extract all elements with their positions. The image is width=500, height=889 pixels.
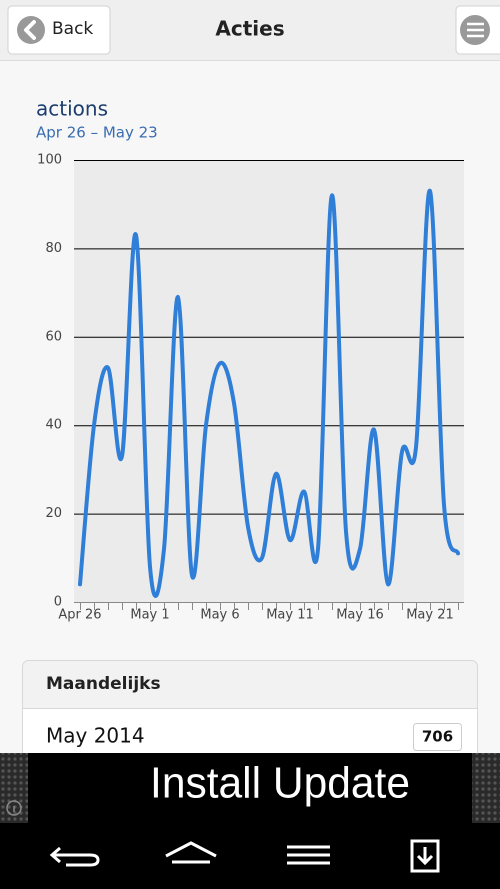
x-tick-label: May 16 [336, 608, 384, 623]
x-tick-label: May 6 [200, 608, 239, 623]
x-tick-label: May 21 [406, 608, 454, 623]
nav-back[interactable] [49, 846, 100, 867]
row-label: May 2014 [46, 724, 145, 748]
ad-text[interactable]: Install Update [150, 759, 410, 808]
nav-menu[interactable] [287, 845, 330, 865]
plot-area [74, 160, 464, 602]
y-tick-label: 20 [45, 506, 62, 521]
data-line [78, 188, 460, 598]
row-value: 706 [422, 728, 453, 746]
y-tick-label: 40 [45, 418, 62, 433]
y-tick-label: 100 [37, 153, 62, 168]
page-title: Acties [215, 17, 284, 41]
x-tick-label: Apr 26 [58, 608, 101, 623]
card-title: Maandelijks [46, 674, 161, 694]
back-label[interactable]: Back [52, 19, 93, 39]
x-tick-label: May 11 [266, 608, 314, 623]
nav-bar [0, 823, 500, 889]
nav-download[interactable] [410, 839, 440, 873]
back-button[interactable]: Back [7, 5, 111, 55]
menu-button[interactable] [455, 5, 500, 55]
nav-home[interactable] [165, 841, 217, 864]
chart: 0 20 40 60 80 100 Apr 26 May 1 May 6 May 11 May 16… [37, 153, 464, 623]
y-tick-label: 80 [45, 241, 62, 256]
y-tick-label: 60 [45, 329, 62, 344]
chart-title: actions [36, 97, 108, 121]
ad-banner[interactable]: Install Update [0, 753, 500, 823]
summary-card: Maandelijks May 2014 706 [22, 660, 478, 771]
chart-subtitle: Apr 26 – May 23 [36, 124, 158, 142]
y-tick-label: 0 [54, 595, 62, 610]
x-tick-label: May 1 [130, 608, 169, 623]
